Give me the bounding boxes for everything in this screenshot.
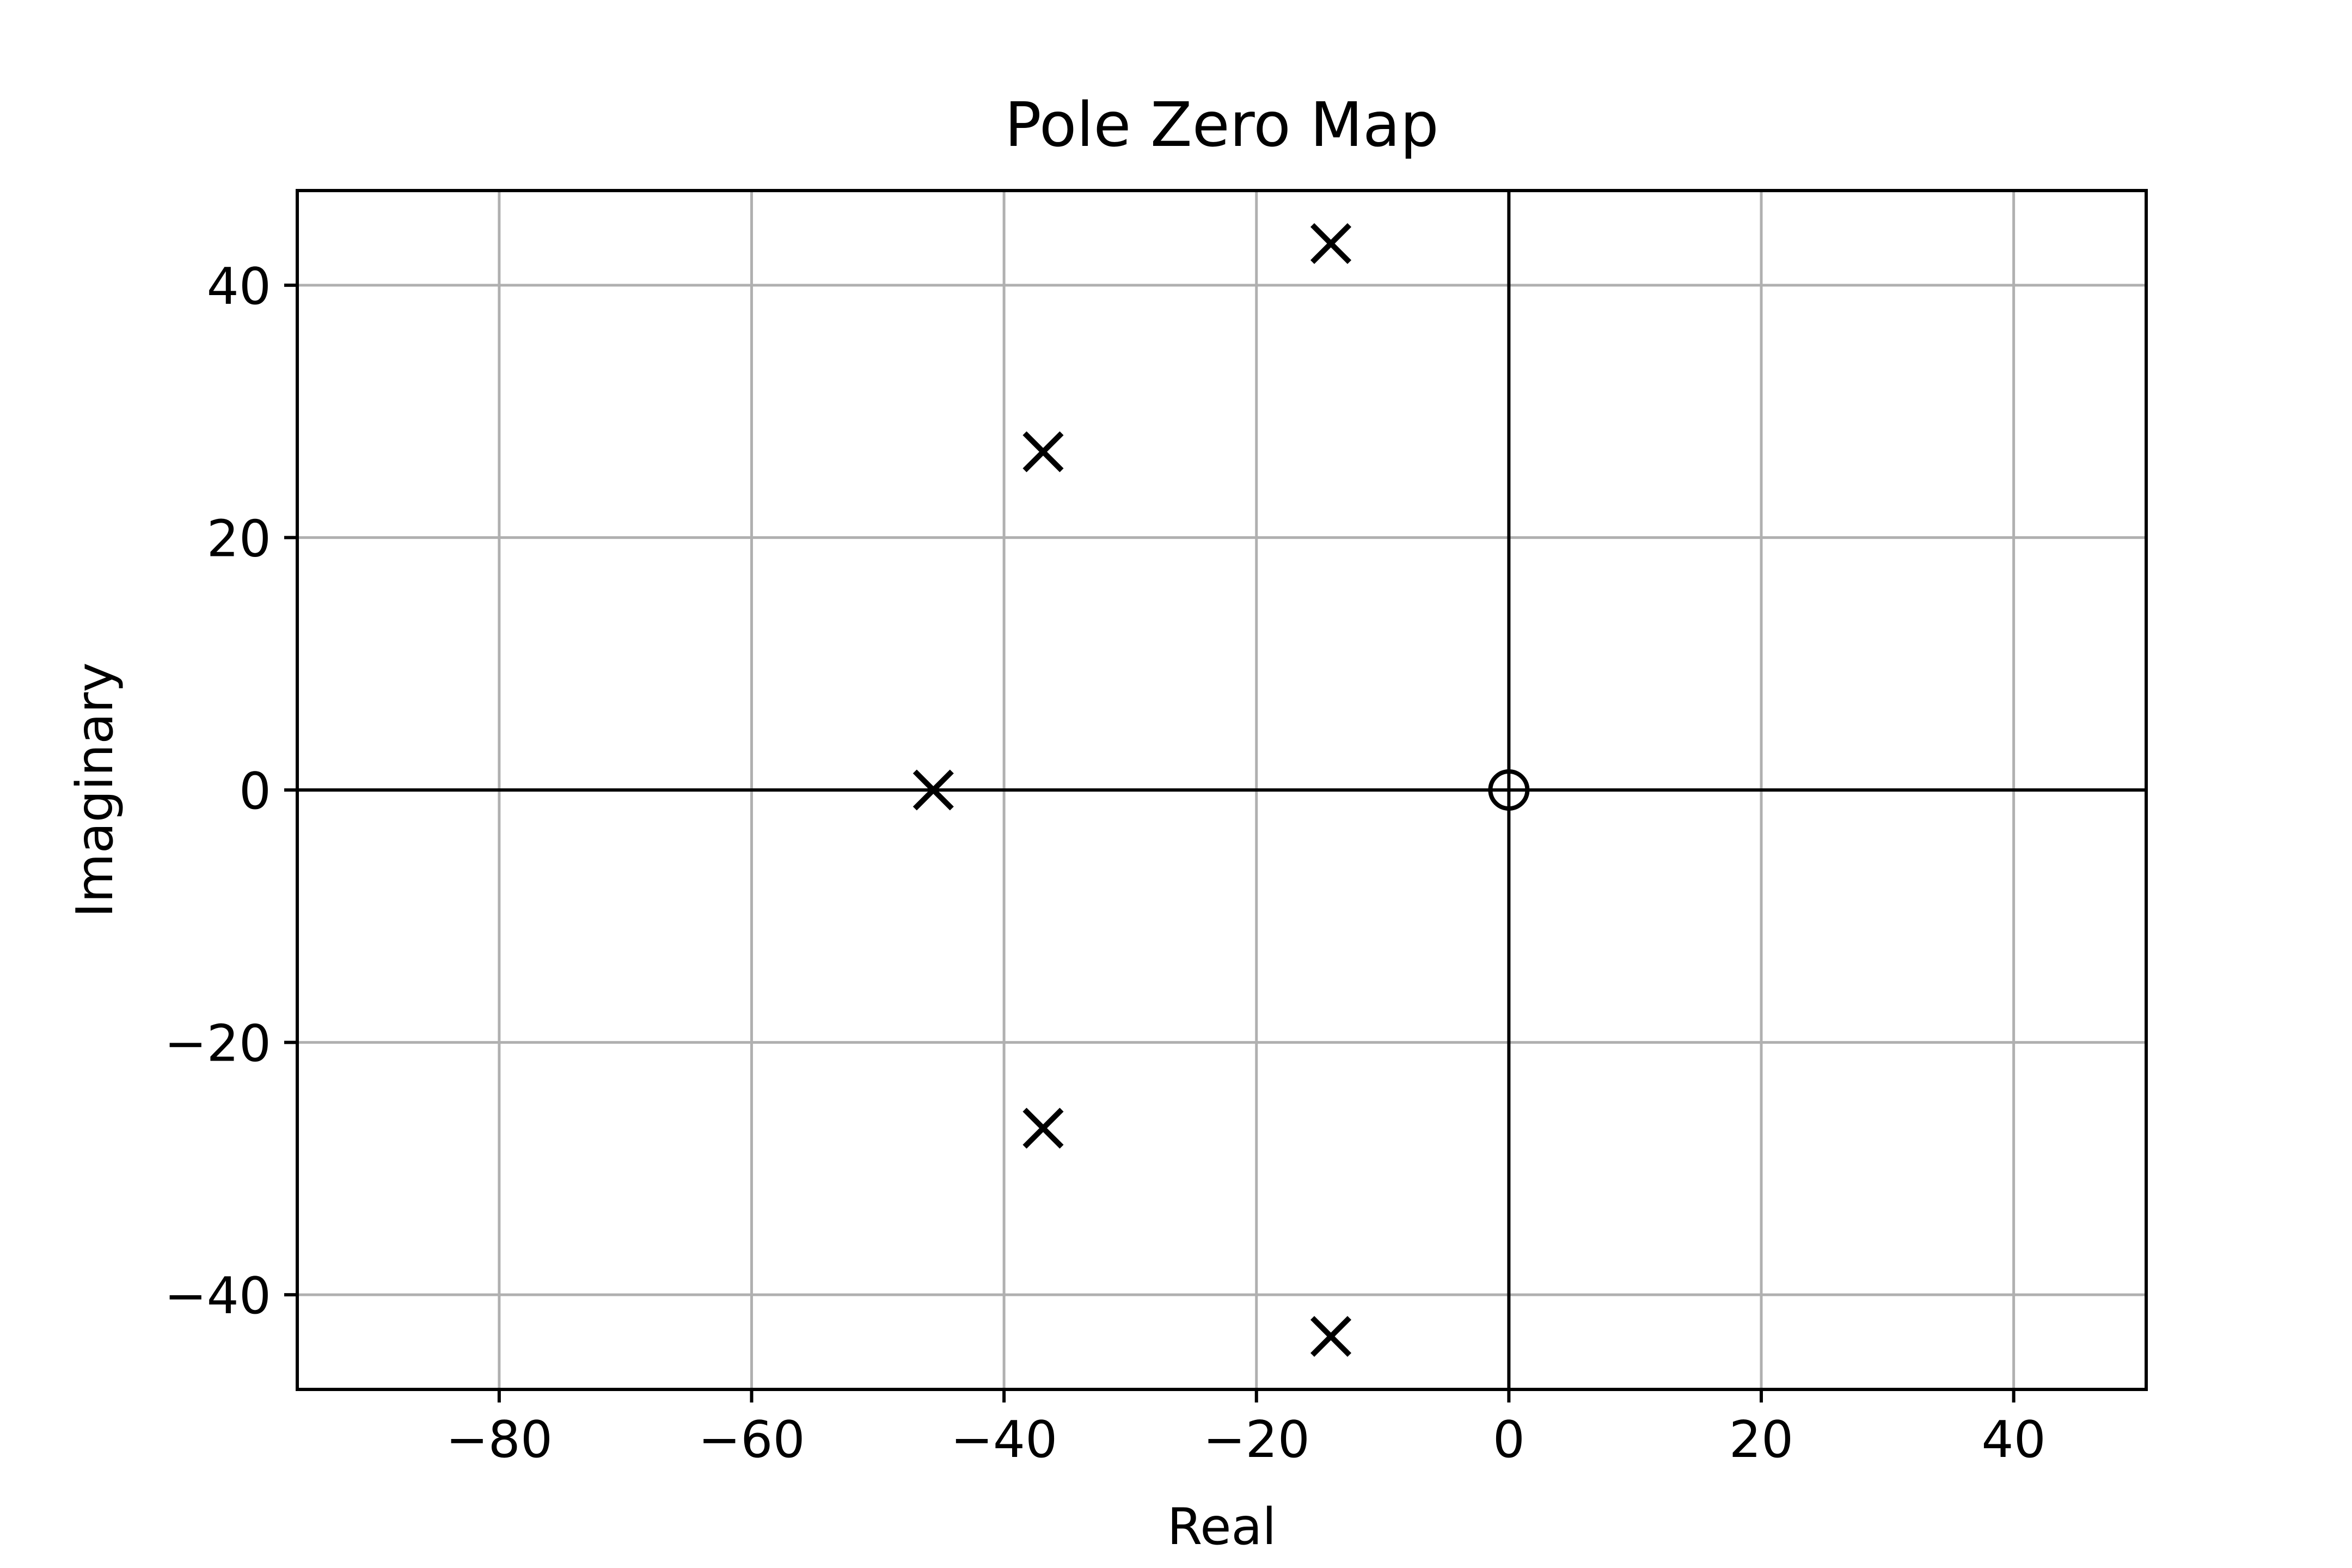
x-tick-label: −40	[951, 1410, 1057, 1469]
y-tick-label: −40	[164, 1266, 271, 1325]
pole-marker	[912, 769, 954, 811]
x-tick-label: 20	[1729, 1410, 1793, 1469]
pole-marker	[1310, 1316, 1352, 1357]
axis-ticks: −80 −60 −40 −20 0 20 40 −40 −20 0 20 40	[164, 257, 2046, 1469]
x-tick-label: −60	[698, 1410, 805, 1469]
y-tick-label: 0	[239, 762, 271, 820]
x-tick-label: −80	[446, 1410, 553, 1469]
pole-marker	[1022, 431, 1064, 473]
x-tick-label: 0	[1493, 1410, 1525, 1469]
chart-title: Pole Zero Map	[1004, 90, 1438, 161]
x-axis-label: Real	[1167, 1497, 1277, 1556]
reference-lines	[297, 191, 2146, 1389]
y-tick-label: 20	[207, 509, 271, 568]
plot-marks	[912, 223, 1530, 1357]
pole-marker	[1022, 1107, 1064, 1149]
x-tick-label: −20	[1203, 1410, 1310, 1469]
x-tick-label: 40	[1981, 1410, 2045, 1469]
y-tick-label: −20	[164, 1014, 271, 1073]
y-tick-label: 40	[207, 257, 271, 316]
zero-marker	[1488, 769, 1530, 811]
pole-marker	[1310, 223, 1352, 264]
y-axis-label: Imaginary	[65, 662, 124, 917]
